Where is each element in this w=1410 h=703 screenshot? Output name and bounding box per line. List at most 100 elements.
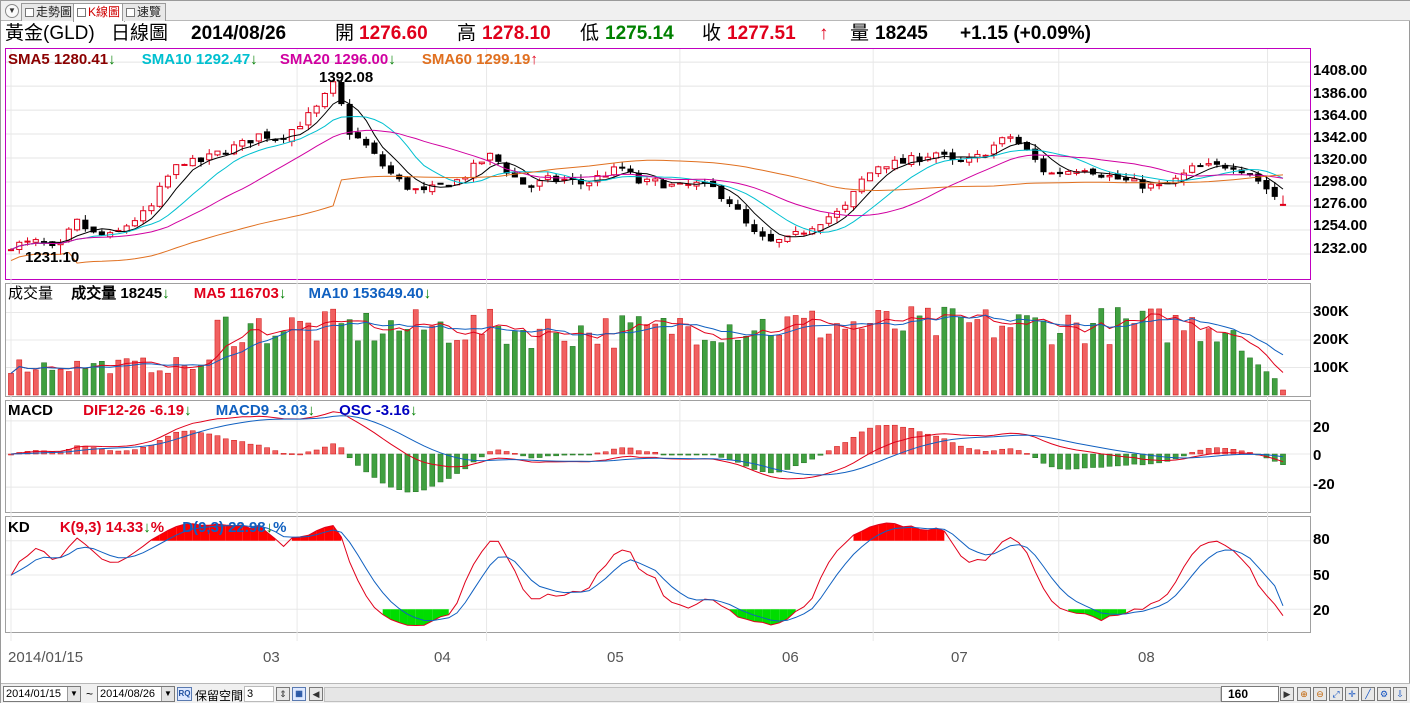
candle-body	[1205, 163, 1212, 166]
osc-bar	[660, 453, 667, 456]
kd-overbought-fill	[258, 525, 268, 541]
horizontal-scrollbar[interactable]	[324, 687, 1221, 702]
candle-body	[437, 182, 444, 185]
candle-body	[346, 103, 353, 135]
osc-bar	[1271, 453, 1278, 462]
volume-bar	[396, 330, 403, 396]
crosshair-icon[interactable]: ✛	[1345, 687, 1359, 701]
volume-bar	[685, 326, 692, 396]
volume-bar	[578, 325, 584, 396]
draw-line-icon[interactable]: ╱	[1361, 687, 1375, 701]
tab-trend[interactable]: 走勢圖	[21, 3, 78, 21]
osc-bar	[528, 453, 535, 459]
osc-bar	[1098, 453, 1105, 468]
macd9-legend: MACD9 -3.03	[215, 402, 308, 419]
candle-body	[239, 140, 246, 147]
osc-bar	[1032, 453, 1039, 458]
from-date-select[interactable]: 2014/01/15 ▼	[3, 686, 81, 702]
osc-bar	[710, 453, 716, 456]
kd-overbought-fill	[176, 524, 185, 541]
osc-bar	[1222, 448, 1228, 455]
settings-icon[interactable]: ⚙	[1377, 687, 1391, 701]
volume-bar	[1255, 364, 1262, 396]
volume-bar	[1007, 327, 1014, 396]
osc-bar	[280, 453, 287, 455]
volume-bar	[545, 318, 551, 396]
export-icon[interactable]: ⇩	[1393, 687, 1407, 701]
osc-bar	[189, 430, 196, 455]
volume-bar	[115, 359, 122, 396]
table-icon[interactable]: ▦	[292, 687, 306, 701]
candle-body	[1081, 170, 1088, 173]
kd-overbought-fill	[250, 525, 259, 541]
candle-body	[1106, 175, 1113, 178]
volume-bar	[1090, 323, 1096, 396]
osc-bar	[974, 449, 981, 455]
volume-bar	[528, 348, 535, 396]
zoom-out-icon[interactable]: ⊖	[1313, 687, 1327, 701]
volume-bar	[1106, 344, 1113, 396]
osc-bar	[1148, 453, 1154, 465]
candle-body	[990, 144, 997, 155]
volume-bar	[512, 331, 518, 396]
volume-bar	[1015, 314, 1022, 396]
volume-bar	[222, 316, 229, 396]
tab-menu-button[interactable]: ▼	[5, 4, 19, 18]
kd-overbought-fill	[936, 527, 945, 541]
osc-bar	[561, 453, 568, 456]
osc-bar	[1007, 448, 1014, 455]
arrow-down-icon: ↓	[250, 51, 258, 68]
osc-bar	[693, 453, 700, 456]
query-icon[interactable]: RQ	[177, 687, 192, 701]
price-pane[interactable]	[5, 48, 1311, 280]
volume-bar	[322, 311, 328, 396]
osc-bar	[825, 450, 832, 455]
x-tick-label: 04	[434, 649, 451, 666]
candle-body	[65, 228, 72, 242]
osc-bar	[652, 451, 659, 455]
spin-icon[interactable]: ⇕	[276, 687, 290, 701]
tab-label: 走勢圖	[36, 5, 73, 19]
osc-bar	[322, 446, 328, 455]
volume-bar	[1081, 343, 1088, 396]
candle-body	[528, 185, 535, 188]
to-date-select[interactable]: 2014/08/26 ▼	[97, 686, 175, 702]
volume-bar	[958, 316, 964, 396]
osc-bar	[1040, 453, 1047, 464]
volume-bar	[1263, 371, 1270, 396]
candle-body	[1089, 168, 1097, 175]
osc-bar	[999, 448, 1005, 455]
tab-quickview[interactable]: 速覽	[122, 3, 167, 21]
from-date-value: 2014/01/15	[6, 688, 62, 700]
volume-bar	[891, 328, 898, 396]
scroll-right-button[interactable]: ▶	[1280, 687, 1294, 701]
d-line	[10, 524, 1284, 622]
osc-bar	[181, 430, 188, 455]
candle-body	[214, 150, 221, 156]
period-label: 日線圖	[111, 23, 169, 44]
kd-overbought-fill	[886, 522, 895, 541]
osc-bar	[214, 435, 221, 455]
zoom-in-icon[interactable]: ⊕	[1297, 687, 1311, 701]
fit-icon[interactable]: ⤢	[1329, 687, 1343, 701]
candle-body	[230, 144, 238, 155]
volume-bar	[792, 315, 799, 396]
scroll-left-button[interactable]: ◀	[309, 687, 323, 701]
quickview-icon	[126, 8, 135, 17]
kd-overbought-fill	[167, 526, 177, 541]
volume-bar	[1230, 330, 1237, 396]
osc-bar	[1230, 449, 1237, 455]
volume-bar	[941, 306, 948, 396]
price-tick: 1342.00	[1313, 129, 1368, 146]
volume-bar	[982, 309, 989, 396]
candle-body	[982, 154, 989, 157]
volume-current-legend: 成交量 18245	[71, 285, 163, 302]
zoom-input[interactable]: 160	[1221, 686, 1279, 702]
candle-body	[1213, 161, 1220, 165]
candle-body	[1189, 165, 1196, 173]
kd-overbought-fill	[225, 525, 235, 541]
volume-bar	[858, 328, 865, 396]
reserve-space-input[interactable]: 3	[244, 686, 274, 702]
sma20-legend: SMA20 1296.00	[279, 51, 389, 68]
